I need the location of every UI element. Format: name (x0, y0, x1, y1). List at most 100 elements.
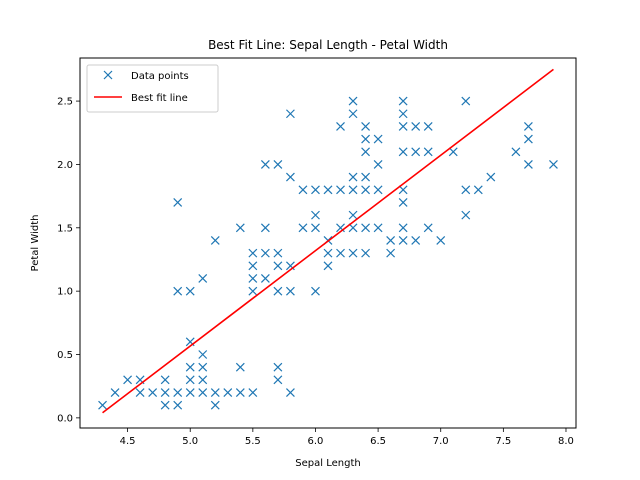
data-point (248, 274, 258, 283)
data-point (248, 261, 258, 271)
data-point (398, 122, 408, 131)
data-point (348, 185, 358, 195)
axes-frame (79, 57, 577, 429)
x-tick-label: 5.0 (182, 436, 198, 447)
data-point (298, 223, 308, 233)
data-point (348, 210, 358, 220)
data-point (336, 185, 345, 195)
data-point (398, 147, 408, 157)
data-point (173, 388, 183, 397)
data-point (285, 172, 295, 182)
data-point (235, 223, 245, 233)
data-point (423, 223, 433, 233)
y-axis-label: Petal Width (30, 215, 41, 272)
y-axis: 0.0 0.5 1.0 1.5 2.0 2.5 (57, 97, 80, 424)
legend: Data points Best fit line (86, 64, 219, 113)
data-point (185, 362, 195, 372)
data-point (411, 122, 421, 131)
data-point (273, 248, 283, 258)
x-tick-label: 6.5 (370, 436, 386, 447)
data-point (348, 223, 358, 233)
data-point (436, 236, 446, 245)
x-tick-label: 4.5 (120, 436, 136, 447)
y-tick-label: 2.0 (57, 160, 73, 171)
legend-label-data-points: Data points (131, 71, 189, 82)
data-point (273, 375, 283, 385)
data-point (248, 286, 258, 296)
y-tick-label: 2.5 (57, 97, 73, 108)
data-point (411, 147, 421, 157)
data-point (235, 362, 245, 372)
data-point (173, 286, 183, 296)
data-point (523, 160, 533, 169)
data-point (398, 198, 408, 207)
data-point (311, 223, 320, 233)
data-point (486, 172, 496, 182)
data-point (298, 185, 308, 195)
data-point (523, 122, 533, 131)
data-point (373, 223, 383, 233)
data-point (386, 248, 396, 258)
data-point (361, 185, 371, 195)
data-point (135, 388, 145, 397)
data-point (323, 248, 333, 258)
data-point (398, 223, 408, 233)
data-point (523, 134, 533, 144)
data-point (348, 96, 358, 106)
x-tick-label: 5.5 (245, 436, 261, 447)
data-point (423, 122, 433, 131)
data-point (160, 400, 170, 410)
data-point (311, 286, 320, 296)
x-axis-label: Sepal Length (295, 458, 360, 469)
x-tick-label: 8.0 (558, 436, 574, 447)
data-point (198, 362, 208, 372)
data-point (348, 172, 358, 182)
y-tick-label: 1.5 (57, 223, 73, 234)
data-point (210, 236, 220, 245)
data-point (373, 160, 383, 169)
data-point (198, 388, 208, 397)
data-point (361, 122, 371, 131)
data-point (348, 248, 358, 258)
data-point (123, 375, 133, 385)
x-tick-label: 7.0 (433, 436, 449, 447)
data-point (348, 109, 358, 119)
data-point (285, 286, 295, 296)
data-point (260, 248, 270, 258)
data-point (323, 261, 333, 271)
data-point (398, 236, 408, 245)
data-point (461, 210, 471, 220)
data-point (361, 172, 371, 182)
data-point (398, 185, 408, 195)
data-point (273, 362, 283, 372)
data-point (273, 160, 283, 169)
data-point (185, 388, 195, 397)
data-point (411, 236, 421, 245)
data-point (336, 248, 345, 258)
data-point (248, 248, 258, 258)
data-point (198, 375, 208, 385)
data-point (361, 147, 371, 157)
data-point (373, 185, 383, 195)
legend-box (86, 64, 219, 113)
data-point (311, 210, 320, 220)
x-tick-label: 6.0 (308, 436, 324, 447)
x-tick-label: 7.5 (495, 436, 511, 447)
data-point (448, 147, 458, 157)
data-point (373, 134, 383, 144)
data-point (160, 388, 170, 397)
data-point (185, 286, 195, 296)
data-point (273, 286, 283, 296)
data-point (273, 261, 283, 271)
data-point (185, 375, 195, 385)
data-point (511, 147, 521, 157)
data-point (260, 160, 270, 169)
data-point (473, 185, 483, 195)
data-point (260, 223, 270, 233)
chart-title: Best Fit Line: Sepal Length - Petal Widt… (208, 38, 448, 52)
data-point (423, 147, 433, 157)
legend-label-best-fit: Best fit line (131, 93, 188, 104)
data-point (210, 388, 220, 397)
x-axis: 4.5 5.0 5.5 6.0 6.5 7.0 7.5 8.0 (120, 428, 574, 447)
